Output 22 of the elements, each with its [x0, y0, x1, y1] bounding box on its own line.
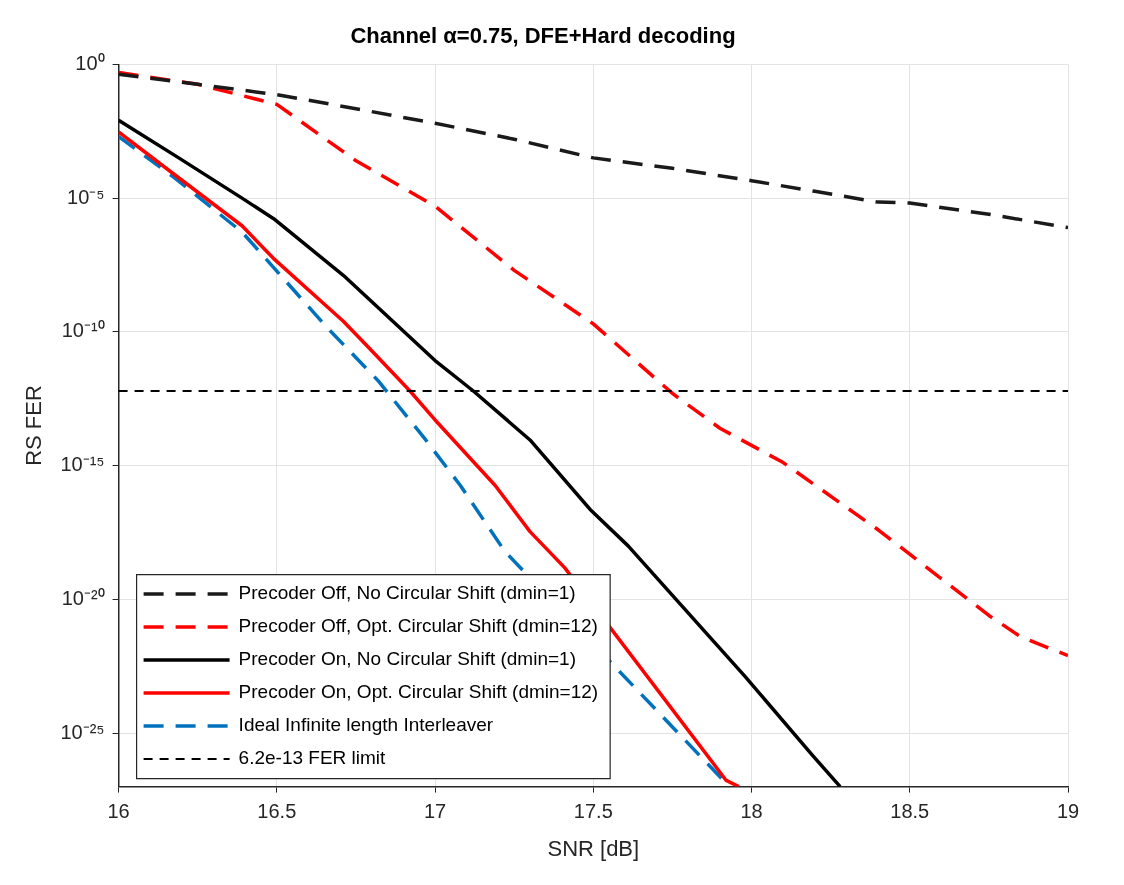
y-tick-label: 10⁻¹⁰: [61, 319, 105, 342]
y-axis-title: RS FER: [21, 385, 47, 466]
x-tick-label: 18.5: [890, 800, 930, 823]
x-tick-label: 17.5: [573, 800, 613, 823]
y-tick-label: 10⁻⁵: [67, 185, 105, 208]
y-tick-label: 10⁻²⁰: [61, 586, 105, 609]
legend-label: Precoder On, No Circular Shift (dmin=1): [238, 648, 576, 670]
x-tick-label: 19: [1056, 800, 1080, 823]
y-tick-label: 10⁻¹⁵: [60, 453, 105, 476]
y-tick-label: 10⁻²⁵: [60, 720, 105, 743]
y-tick-label: 10⁰: [75, 51, 105, 74]
legend-label: Precoder Off, No Circular Shift (dmin=1): [238, 582, 576, 604]
legend-label: Precoder On, Opt. Circular Shift (dmin=12): [238, 681, 599, 703]
x-tick-label: 16: [107, 800, 130, 823]
legend-label: Ideal Infinite length Interleaver: [238, 714, 494, 736]
x-tick-label: 16.5: [257, 800, 297, 823]
legend-label: 6.2e-13 FER limit: [238, 747, 387, 769]
legend-label: Precoder Off, Opt. Circular Shift (dmin=12): [238, 615, 598, 637]
chart-title: Channel α=0.75, DFE+Hard decoding: [350, 23, 736, 49]
x-tick-label: 18: [740, 800, 763, 823]
x-axis-title: SNR [dB]: [547, 835, 640, 861]
x-tick-label: 17: [423, 800, 447, 823]
